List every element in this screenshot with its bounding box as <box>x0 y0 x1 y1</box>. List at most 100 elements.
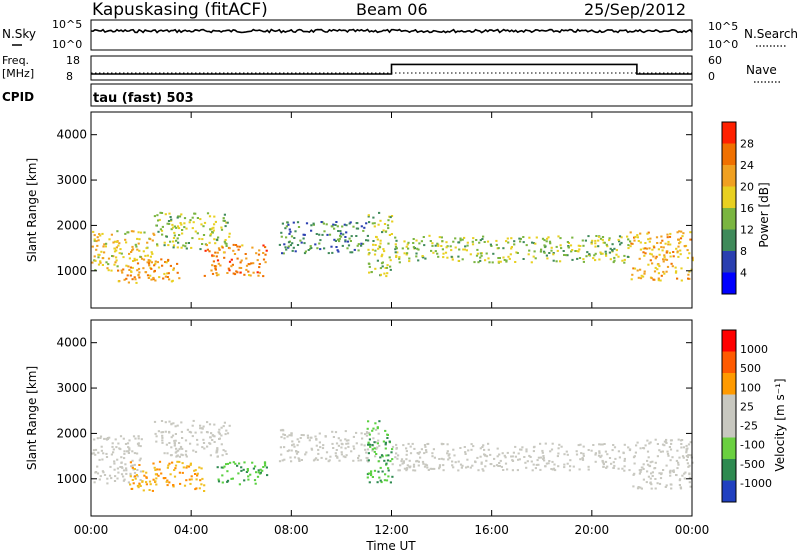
data-cell <box>569 459 572 462</box>
data-cell <box>482 444 485 447</box>
data-cell <box>154 480 157 483</box>
data-cell <box>96 244 99 247</box>
data-cell <box>659 241 662 244</box>
colorbar-tick-label: 20 <box>740 181 754 194</box>
data-cell <box>418 451 421 454</box>
data-cell <box>485 455 489 458</box>
data-cell <box>535 463 538 466</box>
data-cell <box>225 245 228 247</box>
data-cell <box>122 268 125 271</box>
data-cell <box>652 255 655 258</box>
data-cell <box>421 460 425 463</box>
data-cell <box>233 253 237 255</box>
data-cell <box>633 462 636 465</box>
data-cell <box>388 256 391 259</box>
data-cell <box>243 479 246 482</box>
data-cell <box>665 258 669 261</box>
data-cell <box>658 482 662 485</box>
data-cell <box>594 239 597 242</box>
data-cell <box>642 275 645 278</box>
data-cell <box>639 268 642 271</box>
data-cell <box>508 257 511 260</box>
data-cell <box>160 431 163 434</box>
data-cell <box>620 236 623 239</box>
data-cell <box>498 462 501 464</box>
data-cell <box>367 459 370 462</box>
data-cell <box>120 252 123 255</box>
data-cell <box>597 235 601 238</box>
data-cell <box>316 247 319 250</box>
data-cell <box>298 459 301 462</box>
data-cell <box>662 469 665 471</box>
data-cell <box>188 478 191 481</box>
data-cell <box>337 230 340 232</box>
data-cell <box>234 462 237 465</box>
data-cell <box>224 450 227 453</box>
data-cell <box>170 423 173 426</box>
data-cell <box>264 261 267 264</box>
data-cell <box>449 245 452 248</box>
data-cell <box>675 270 678 273</box>
data-cell <box>112 448 115 451</box>
data-cell <box>333 227 336 230</box>
data-cell <box>142 250 145 253</box>
data-cell <box>608 239 611 242</box>
data-cell <box>415 239 418 242</box>
data-cell <box>296 221 300 224</box>
data-cell <box>550 448 554 451</box>
data-cell <box>663 256 666 259</box>
data-cell <box>446 452 449 455</box>
data-cell <box>459 239 462 242</box>
data-cell <box>483 448 486 451</box>
data-cell <box>220 443 223 446</box>
data-cell <box>598 258 601 261</box>
data-cell <box>587 449 590 451</box>
data-cell <box>412 463 416 466</box>
data-cell <box>671 456 674 459</box>
data-cell <box>656 242 659 244</box>
data-cell <box>347 439 350 442</box>
data-cell <box>662 258 665 261</box>
data-cell <box>532 446 536 449</box>
data-cell <box>111 255 114 257</box>
data-cell <box>344 240 347 243</box>
data-cell <box>407 442 410 445</box>
data-cell <box>216 466 219 469</box>
data-cell <box>218 438 221 440</box>
data-cell <box>680 279 683 282</box>
data-cell <box>238 245 241 248</box>
data-cell <box>169 240 172 243</box>
data-cell <box>99 435 103 438</box>
data-cell <box>424 445 427 448</box>
data-cell <box>450 255 453 258</box>
data-cell <box>367 248 370 251</box>
data-cell <box>647 238 650 241</box>
data-cell <box>683 472 686 475</box>
data-cell <box>479 447 482 450</box>
data-cell <box>371 429 374 432</box>
data-cell <box>114 261 117 264</box>
data-cell <box>314 243 317 246</box>
data-cell <box>500 465 503 468</box>
data-cell <box>98 478 101 481</box>
data-cell <box>169 216 172 218</box>
data-cell <box>405 469 408 472</box>
data-cell <box>437 255 440 258</box>
data-cell <box>362 242 365 245</box>
data-cell <box>258 266 261 269</box>
data-cell <box>136 248 139 251</box>
data-cell <box>666 265 670 268</box>
data-cell <box>372 240 375 242</box>
data-cell <box>305 222 309 225</box>
data-cell <box>609 258 612 261</box>
data-cell <box>465 466 468 469</box>
data-cell <box>118 252 121 255</box>
data-cell <box>180 430 183 433</box>
data-cell <box>137 437 140 440</box>
data-cell <box>448 453 451 456</box>
data-cell <box>123 457 126 460</box>
data-cell <box>457 241 460 244</box>
data-cell <box>669 448 673 451</box>
data-cell <box>688 270 691 273</box>
